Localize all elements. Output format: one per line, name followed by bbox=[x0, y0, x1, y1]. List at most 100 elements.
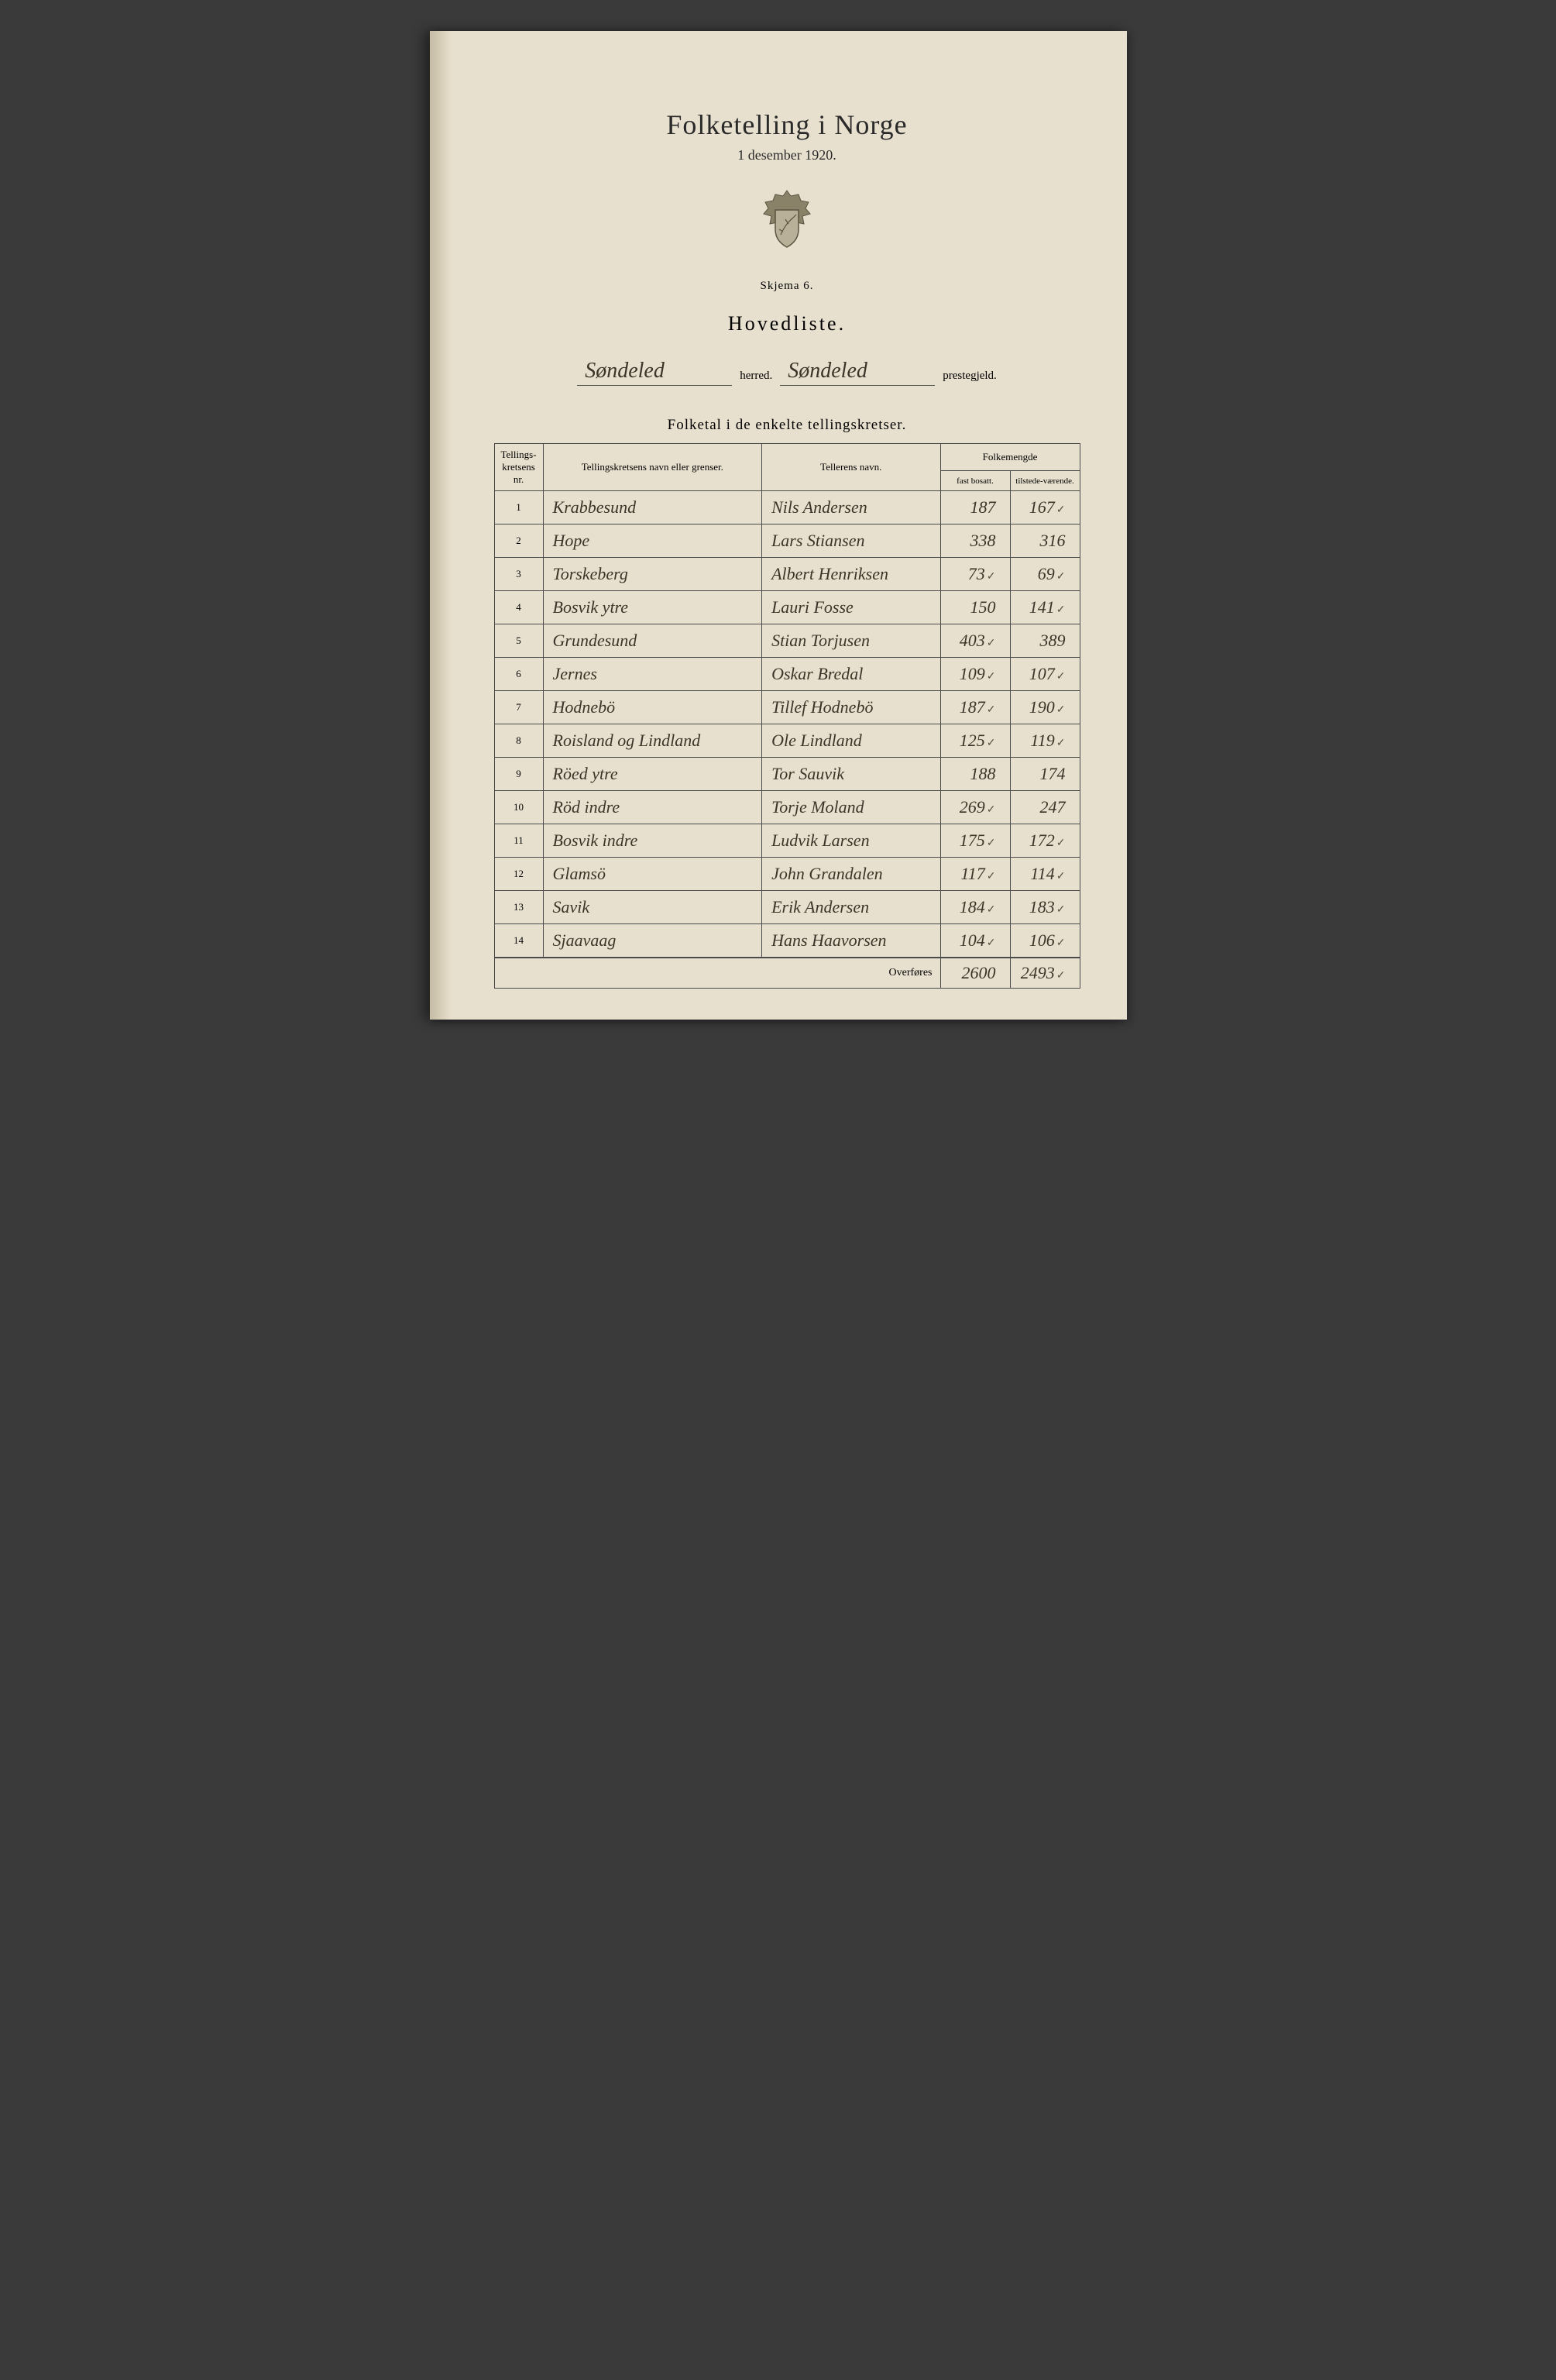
cell-tilstede: 141✓ bbox=[1010, 591, 1080, 624]
cell-teller-name: Hans Haavorsen bbox=[762, 924, 940, 958]
prestegjeld-value: Søndeled bbox=[780, 359, 935, 386]
table-row: 14SjaavaagHans Haavorsen104✓106✓ bbox=[494, 924, 1080, 958]
table-row: 13SavikErik Andersen184✓183✓ bbox=[494, 891, 1080, 924]
cell-fast: 184✓ bbox=[940, 891, 1010, 924]
cell-nr: 4 bbox=[494, 591, 543, 624]
table-header: Tellings-kretsens nr. Tellingskretsens n… bbox=[494, 444, 1080, 491]
totals-row: Overføres26002493✓ bbox=[494, 958, 1080, 989]
cell-teller-name: Lauri Fosse bbox=[762, 591, 940, 624]
cell-tilstede: 183✓ bbox=[1010, 891, 1080, 924]
cell-fast: 269✓ bbox=[940, 791, 1010, 824]
col-name: Tellingskretsens navn eller grenser. bbox=[543, 444, 762, 491]
cell-fast: 104✓ bbox=[940, 924, 1010, 958]
cell-fast: 73✓ bbox=[940, 558, 1010, 591]
col-teller: Tellerens navn. bbox=[762, 444, 940, 491]
cell-fast: 150 bbox=[940, 591, 1010, 624]
cell-tilstede: 190✓ bbox=[1010, 691, 1080, 724]
cell-tilstede: 167✓ bbox=[1010, 491, 1080, 524]
cell-nr: 7 bbox=[494, 691, 543, 724]
cell-teller-name: Torje Moland bbox=[762, 791, 940, 824]
cell-nr: 5 bbox=[494, 624, 543, 658]
herred-label: herred. bbox=[740, 370, 772, 386]
cell-fast: 403✓ bbox=[940, 624, 1010, 658]
cell-fast: 187 bbox=[940, 491, 1010, 524]
cell-fast: 117✓ bbox=[940, 858, 1010, 891]
cell-fast: 188 bbox=[940, 758, 1010, 791]
main-title: Folketelling i Norge bbox=[494, 108, 1080, 141]
cell-teller-name: Lars Stiansen bbox=[762, 524, 940, 558]
cell-teller-name: Oskar Bredal bbox=[762, 658, 940, 691]
cell-tilstede: 247 bbox=[1010, 791, 1080, 824]
table-row: 7HodneböTillef Hodnebö187✓190✓ bbox=[494, 691, 1080, 724]
cell-district-name: Sjaavaag bbox=[543, 924, 762, 958]
table-caption: Folketal i de enkelte tellingskretser. bbox=[494, 417, 1080, 434]
cell-nr: 10 bbox=[494, 791, 543, 824]
herred-value: Søndeled bbox=[577, 359, 732, 386]
cell-teller-name: Albert Henriksen bbox=[762, 558, 940, 591]
cell-district-name: Torskeberg bbox=[543, 558, 762, 591]
cell-nr: 9 bbox=[494, 758, 543, 791]
table-row: 1KrabbesundNils Andersen187167✓ bbox=[494, 491, 1080, 524]
cell-tilstede: 106✓ bbox=[1010, 924, 1080, 958]
cell-tilstede: 119✓ bbox=[1010, 724, 1080, 758]
census-table: Tellings-kretsens nr. Tellingskretsens n… bbox=[494, 443, 1080, 989]
cell-district-name: Hope bbox=[543, 524, 762, 558]
cell-nr: 3 bbox=[494, 558, 543, 591]
table-row: 4Bosvik ytreLauri Fosse150141✓ bbox=[494, 591, 1080, 624]
cell-district-name: Glamsö bbox=[543, 858, 762, 891]
cell-tilstede: 114✓ bbox=[1010, 858, 1080, 891]
col-nr: Tellings-kretsens nr. bbox=[494, 444, 543, 491]
table-row: 12GlamsöJohn Grandalen117✓114✓ bbox=[494, 858, 1080, 891]
table-row: 10Röd indreTorje Moland269✓247 bbox=[494, 791, 1080, 824]
cell-district-name: Bosvik ytre bbox=[543, 591, 762, 624]
jurisdiction-line: Søndeled herred. Søndeled prestegjeld. bbox=[494, 359, 1080, 386]
cell-teller-name: Ole Lindland bbox=[762, 724, 940, 758]
table-row: 3TorskebergAlbert Henriksen73✓69✓ bbox=[494, 558, 1080, 591]
cell-fast: 109✓ bbox=[940, 658, 1010, 691]
cell-nr: 12 bbox=[494, 858, 543, 891]
cell-tilstede: 172✓ bbox=[1010, 824, 1080, 858]
cell-district-name: Savik bbox=[543, 891, 762, 924]
cell-tilstede: 174 bbox=[1010, 758, 1080, 791]
table-row: 2HopeLars Stiansen338316 bbox=[494, 524, 1080, 558]
cell-teller-name: Tor Sauvik bbox=[762, 758, 940, 791]
table-row: 5GrundesundStian Torjusen403✓389 bbox=[494, 624, 1080, 658]
table-row: 11Bosvik indreLudvik Larsen175✓172✓ bbox=[494, 824, 1080, 858]
title-block: Folketelling i Norge 1 desember 1920. Sk… bbox=[494, 108, 1080, 335]
cell-district-name: Röed ytre bbox=[543, 758, 762, 791]
table-row: 9Röed ytreTor Sauvik188174 bbox=[494, 758, 1080, 791]
col-fast: fast bosatt. bbox=[940, 471, 1010, 491]
cell-district-name: Hodnebö bbox=[543, 691, 762, 724]
col-tilstede: tilstede-værende. bbox=[1010, 471, 1080, 491]
cell-teller-name: Tillef Hodnebö bbox=[762, 691, 940, 724]
cell-fast: 125✓ bbox=[940, 724, 1010, 758]
table-body: 1KrabbesundNils Andersen187167✓2HopeLars… bbox=[494, 491, 1080, 989]
totals-fast: 2600 bbox=[940, 958, 1010, 989]
cell-district-name: Röd indre bbox=[543, 791, 762, 824]
cell-nr: 8 bbox=[494, 724, 543, 758]
cell-tilstede: 389 bbox=[1010, 624, 1080, 658]
cell-tilstede: 316 bbox=[1010, 524, 1080, 558]
coat-of-arms-icon bbox=[756, 187, 818, 256]
table-row: 8Roisland og LindlandOle Lindland125✓119… bbox=[494, 724, 1080, 758]
cell-teller-name: Nils Andersen bbox=[762, 491, 940, 524]
cell-nr: 14 bbox=[494, 924, 543, 958]
form-number: Skjema 6. bbox=[494, 280, 1080, 293]
cell-fast: 187✓ bbox=[940, 691, 1010, 724]
cell-nr: 11 bbox=[494, 824, 543, 858]
totals-label: Overføres bbox=[494, 958, 940, 989]
cell-nr: 2 bbox=[494, 524, 543, 558]
cell-teller-name: Stian Torjusen bbox=[762, 624, 940, 658]
cell-tilstede: 69✓ bbox=[1010, 558, 1080, 591]
list-title: Hovedliste. bbox=[494, 312, 1080, 335]
cell-district-name: Jernes bbox=[543, 658, 762, 691]
cell-nr: 6 bbox=[494, 658, 543, 691]
cell-district-name: Bosvik indre bbox=[543, 824, 762, 858]
cell-teller-name: John Grandalen bbox=[762, 858, 940, 891]
date-subtitle: 1 desember 1920. bbox=[494, 147, 1080, 163]
cell-teller-name: Erik Andersen bbox=[762, 891, 940, 924]
table-row: 6JernesOskar Bredal109✓107✓ bbox=[494, 658, 1080, 691]
cell-tilstede: 107✓ bbox=[1010, 658, 1080, 691]
totals-tilstede: 2493✓ bbox=[1010, 958, 1080, 989]
census-page: Folketelling i Norge 1 desember 1920. Sk… bbox=[430, 31, 1127, 1020]
